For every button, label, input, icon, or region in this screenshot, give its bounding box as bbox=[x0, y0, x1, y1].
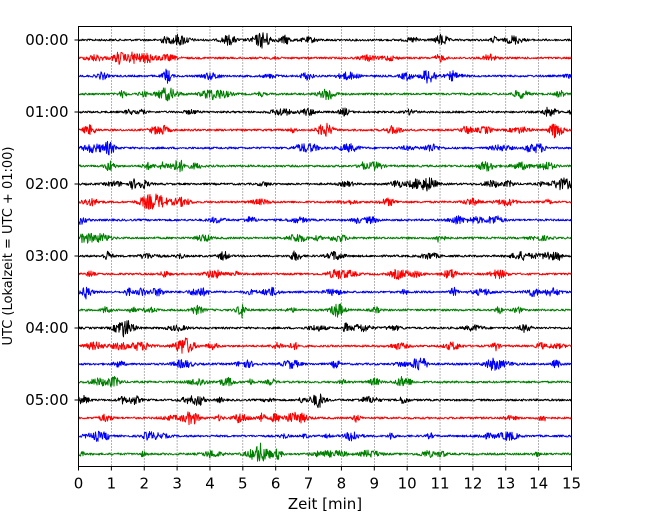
x-tick-label: 15 bbox=[562, 475, 581, 493]
seismogram-trace bbox=[78, 269, 572, 280]
seismogram-trace bbox=[78, 122, 572, 139]
seismogram-trace bbox=[78, 177, 572, 192]
seismogram-trace bbox=[78, 286, 572, 300]
seismogram-traces bbox=[78, 32, 572, 462]
seismogram-trace bbox=[78, 140, 572, 156]
plot-frame bbox=[78, 26, 572, 467]
seismogram-trace bbox=[78, 250, 572, 262]
seismogram-trace bbox=[78, 303, 572, 319]
seismogram-trace bbox=[78, 357, 572, 371]
seismogram-trace bbox=[78, 442, 572, 462]
seismogram-trace bbox=[78, 337, 572, 354]
x-tick-label: 10 bbox=[398, 475, 417, 493]
seismogram-trace bbox=[78, 232, 572, 244]
y-tick-label: 01:00 bbox=[25, 103, 68, 121]
x-tick-label: 13 bbox=[496, 475, 515, 493]
y-axis: 00:00 01:00 02:00 03:00 04:00 05:00 bbox=[25, 31, 79, 409]
seismogram-trace bbox=[78, 411, 572, 426]
x-tick-label: 1 bbox=[107, 475, 117, 493]
seismogram-trace bbox=[78, 87, 572, 102]
y-axis-label: UTC (Lokalzeit = UTC + 01:00) bbox=[1, 147, 16, 346]
x-tick-label: 2 bbox=[139, 475, 149, 493]
y-tick-label: 02:00 bbox=[25, 175, 68, 193]
x-tick-label: 12 bbox=[463, 475, 482, 493]
seismogram-trace bbox=[78, 376, 572, 388]
seismogram-trace bbox=[78, 68, 572, 84]
x-tick-label: 7 bbox=[304, 475, 314, 493]
grid-lines bbox=[111, 26, 539, 467]
x-tick-label: 0 bbox=[74, 475, 84, 493]
seismogram-trace bbox=[78, 393, 572, 409]
x-tick-label: 5 bbox=[238, 475, 248, 493]
seismogram-trace bbox=[78, 32, 572, 49]
seismogram-trace bbox=[78, 215, 572, 225]
y-tick-label: 04:00 bbox=[25, 319, 68, 337]
x-tick-label: 3 bbox=[172, 475, 182, 493]
x-axis: 0 1 2 3 4 5 6 7 8 9 10 11 12 13 14 15 bbox=[74, 466, 581, 493]
seismogram-trace bbox=[78, 193, 572, 210]
x-tick-label: 11 bbox=[430, 475, 449, 493]
seismogram-trace bbox=[78, 51, 572, 65]
seismogram-trace bbox=[78, 106, 572, 117]
x-tick-label: 6 bbox=[271, 475, 281, 493]
seismogram-trace bbox=[78, 320, 572, 338]
x-tick-label: 14 bbox=[529, 475, 548, 493]
y-tick-label: 00:00 bbox=[25, 31, 68, 49]
y-tick-label: 05:00 bbox=[25, 391, 68, 409]
x-tick-label: 9 bbox=[370, 475, 380, 493]
x-axis-label: Zeit [min] bbox=[288, 495, 362, 513]
x-tick-label: 4 bbox=[205, 475, 215, 493]
y-tick-label: 03:00 bbox=[25, 247, 68, 265]
x-tick-label: 8 bbox=[337, 475, 347, 493]
seismogram-trace bbox=[78, 430, 572, 442]
seismogram-trace bbox=[78, 159, 572, 173]
